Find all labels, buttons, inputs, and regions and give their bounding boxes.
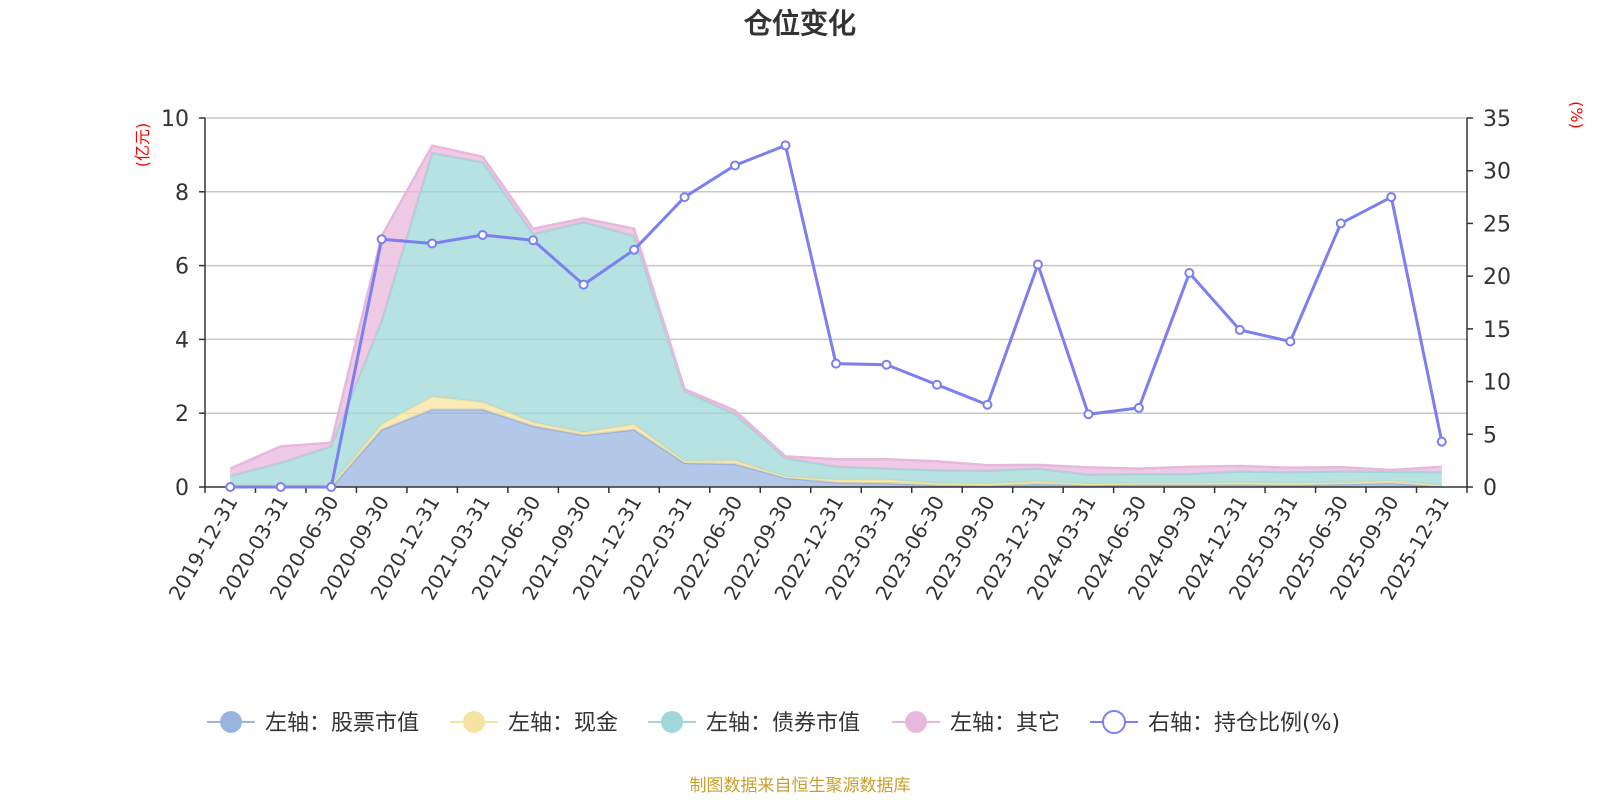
legend-item[interactable]: 左轴：其它 (892, 711, 1060, 736)
left-tick-label: 0 (175, 476, 189, 501)
ratio-point (578, 279, 589, 290)
ratio-point (1032, 259, 1043, 270)
ratio-point (730, 160, 741, 171)
right-tick-label: 5 (1483, 423, 1497, 448)
stock-area (230, 409, 1442, 487)
right-tick-label: 20 (1483, 265, 1511, 290)
left-tick-label: 6 (175, 255, 189, 280)
legend-label: 左轴：其它 (950, 711, 1060, 736)
legend-item[interactable]: 左轴：债券市值 (648, 711, 860, 736)
legend[interactable]: 左轴：股票市值 左轴：现金 左轴：债券市值 左轴：其它 右轴：持仓比例(%) (207, 710, 1340, 736)
ratio-point (427, 238, 438, 249)
legend-marker (1102, 710, 1126, 734)
ratio-point (1133, 402, 1144, 413)
right-tick-label: 30 (1483, 160, 1511, 185)
legend-label: 左轴：股票市值 (265, 711, 419, 736)
right-tick-label: 0 (1483, 476, 1497, 501)
ratio-point (326, 482, 337, 492)
ratio-point (275, 482, 286, 492)
right-tick-label: 25 (1483, 212, 1511, 237)
legend-item[interactable]: 左轴：股票市值 (207, 711, 419, 736)
right-tick-label: 35 (1483, 107, 1511, 132)
left-tick-label: 2 (175, 402, 189, 427)
ratio-point (528, 235, 539, 246)
chart-title: 仓位变化 (744, 7, 856, 40)
left-tick-label: 8 (175, 181, 189, 206)
right-tick-label: 10 (1483, 371, 1511, 396)
source-note: 制图数据来自恒生聚源数据库 (690, 776, 911, 796)
left-tick-label: 10 (161, 107, 189, 132)
ratio-point (679, 192, 690, 203)
legend-marker (220, 711, 242, 733)
ratio-point (225, 482, 236, 492)
ratio-line-layer (225, 140, 1447, 492)
ratio-point (780, 140, 791, 151)
right-axis-unit: (%) (1567, 101, 1586, 129)
legend-marker (661, 711, 683, 733)
legend-item[interactable]: 右轴：持仓比例(%) (1090, 710, 1340, 736)
ratio-point (1285, 336, 1296, 347)
legend-marker (463, 711, 485, 733)
ratio-point (376, 234, 387, 245)
other-area-edge (229, 144, 1442, 472)
legend-marker (905, 711, 927, 733)
ratio-point (629, 244, 640, 255)
ratio-point (831, 358, 841, 369)
legend-label: 左轴：现金 (508, 711, 618, 736)
left-tick-label: 4 (175, 328, 189, 353)
ratio-point (982, 399, 993, 410)
ratio-point (881, 359, 892, 370)
ratio-point (1083, 409, 1094, 420)
ratio-point (1234, 324, 1245, 335)
ratio-point (1335, 218, 1346, 229)
ratio-point (1436, 436, 1447, 447)
legend-item[interactable]: 左轴：现金 (450, 711, 618, 736)
legend-label: 左轴：债券市值 (706, 711, 860, 736)
left-axis-unit: (亿元) (133, 123, 152, 168)
ratio-point (1386, 192, 1397, 203)
legend-label: 右轴：持仓比例(%) (1148, 711, 1340, 736)
right-tick-label: 15 (1483, 318, 1511, 343)
ratio-point (477, 230, 488, 241)
stacked-areas (229, 144, 1442, 489)
ratio-point (931, 379, 942, 390)
ratio-point (1184, 267, 1195, 278)
axes (204, 118, 1468, 493)
